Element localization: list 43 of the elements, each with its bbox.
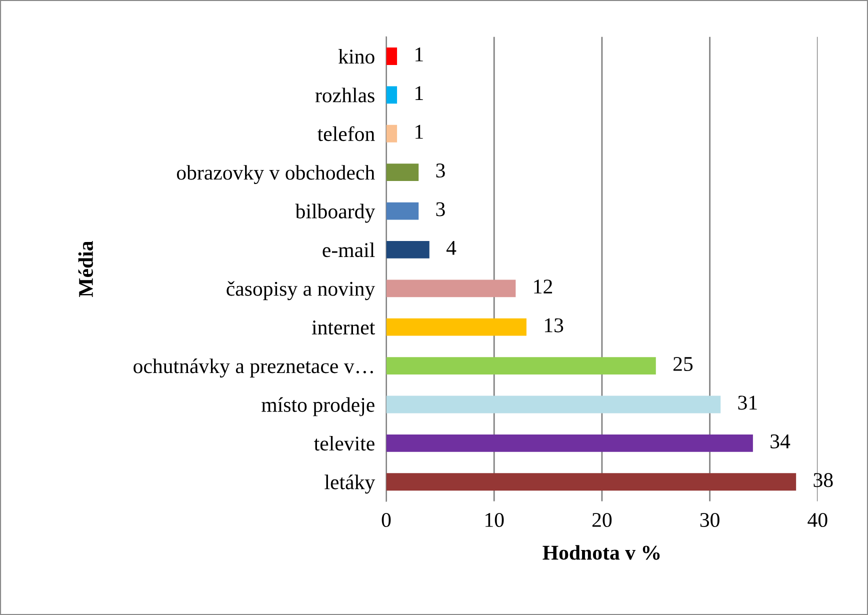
data-label: 3 (436, 202, 445, 216)
bar (386, 202, 419, 220)
y-tick-label: obrazovky v obchodech (176, 165, 375, 184)
x-tick-label: 30 (700, 512, 720, 527)
bar (386, 86, 398, 104)
data-label: 1 (416, 124, 423, 139)
bar (386, 124, 398, 142)
y-tick-label: kino (338, 49, 374, 64)
bar (386, 357, 656, 375)
data-label: 3 (436, 164, 445, 178)
x-tick-label: 40 (808, 512, 828, 527)
data-label: 4 (446, 241, 456, 255)
y-tick-label: rozhlas (315, 88, 374, 102)
y-tick-label: bilboardy (295, 204, 376, 223)
x-tick-label: 10 (486, 512, 504, 527)
bar (386, 318, 526, 336)
bar (386, 473, 796, 491)
bar (386, 280, 516, 298)
y-tick-label: časopisy a noviny (226, 281, 376, 300)
y-axis-title: Média (78, 241, 93, 298)
bar (386, 48, 398, 65)
data-label: 13 (544, 318, 564, 332)
y-tick-label: ochutnávky a preznetace v… (134, 358, 373, 378)
bar (386, 241, 430, 258)
bar (386, 396, 721, 414)
data-label: 1 (416, 48, 423, 62)
y-tick-label: místo prodeje (262, 397, 374, 416)
data-label: 31 (738, 396, 757, 410)
y-tick-label: e-mail (322, 242, 375, 258)
y-tick-label: telefon (318, 126, 375, 142)
data-label: 25 (673, 357, 693, 372)
data-label: 34 (770, 434, 790, 448)
y-tick-label: internet (312, 320, 376, 335)
x-axis-title: Hodnota v % (542, 545, 660, 560)
y-tick-label: televite (314, 436, 374, 451)
data-label: 12 (534, 280, 552, 294)
bar (386, 164, 419, 182)
data-label: 38 (814, 473, 833, 488)
y-tick-label: letáky (324, 474, 376, 494)
data-label: 1 (416, 86, 423, 100)
x-tick-label: 0 (382, 512, 391, 527)
x-tick-label: 20 (592, 512, 612, 527)
bar (386, 434, 753, 452)
